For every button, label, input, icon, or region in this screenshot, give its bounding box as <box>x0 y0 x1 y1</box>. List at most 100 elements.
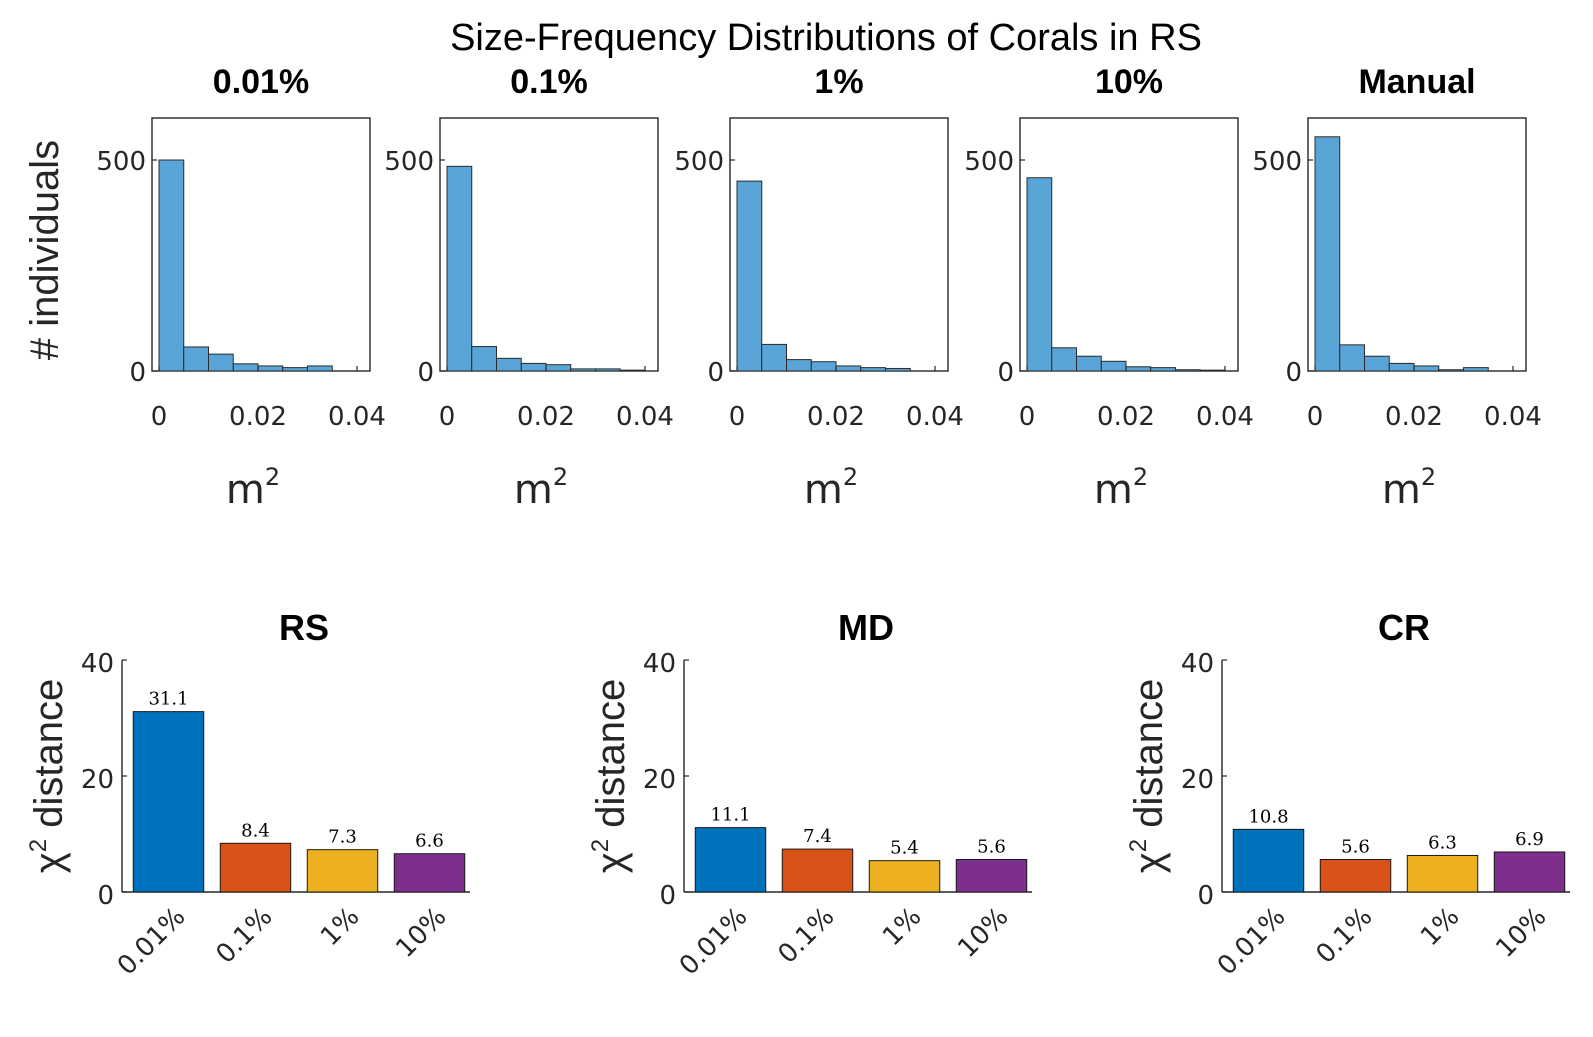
x-tick-label: 0.02 <box>229 402 287 432</box>
bar <box>1319 859 1392 893</box>
x-tick-label: 0.1% <box>1311 902 1379 970</box>
histogram-bar <box>1413 365 1440 372</box>
histogram-bar <box>1125 366 1152 372</box>
data-label: 6.6 <box>415 831 444 852</box>
bar <box>694 827 767 893</box>
x-axis-label-superscript: 2 <box>265 463 280 491</box>
data-label: 5.6 <box>1341 837 1370 858</box>
x-tick-label: 0.1% <box>211 902 279 970</box>
histogram-title: 1% <box>814 63 863 101</box>
bar <box>1493 851 1566 893</box>
histogram-bar <box>183 346 209 372</box>
histogram-title: Manual <box>1358 63 1475 101</box>
histogram-bar <box>208 353 234 372</box>
bar-chart-title: RS <box>279 607 329 648</box>
x-tick-label: 0.04 <box>1196 402 1254 432</box>
x-tick-label: 0.01% <box>1212 902 1292 982</box>
data-label: 5.6 <box>977 837 1006 858</box>
data-label: 7.4 <box>803 826 832 847</box>
x-tick-label: 10% <box>390 902 452 964</box>
x-tick-label: 1% <box>877 902 927 952</box>
histogram-bar <box>1051 347 1077 372</box>
histogram-bar <box>1076 355 1102 372</box>
histogram-bar <box>761 343 787 372</box>
x-tick-label: 0 <box>1019 402 1036 432</box>
bar <box>306 849 379 893</box>
histogram-bar <box>810 361 837 372</box>
x-tick-label: 0.01% <box>674 902 754 982</box>
histogram-bar <box>1388 362 1415 372</box>
histogram-panel: 0 500 0 0.02 0.04 10% m2 <box>964 63 1254 513</box>
y-axis-label: χ2 distance <box>25 679 71 873</box>
histogram-bar <box>1438 369 1464 372</box>
bar <box>1232 828 1305 893</box>
y-tick-label: 500 <box>96 147 146 177</box>
histogram-bar <box>570 368 596 372</box>
bar-chart-panel: 0 20 40 31.1 0.01% 8.4 0.1% 7.3 1% 6.6 10% RS χ2 dis… <box>25 607 470 981</box>
x-tick-label: 0.02 <box>1385 402 1443 432</box>
y-tick-label: 0 <box>417 358 434 388</box>
y-tick-label: 500 <box>674 147 724 177</box>
histogram-bar <box>860 367 886 372</box>
x-tick-label: 1% <box>315 902 365 952</box>
x-tick-label: 0.1% <box>773 902 841 970</box>
data-label: 31.1 <box>148 689 188 710</box>
histogram-bar <box>307 365 333 372</box>
histogram-bar <box>471 346 497 372</box>
y-tick-label: 20 <box>643 765 676 795</box>
y-tick-label: 20 <box>1181 765 1214 795</box>
bar <box>868 860 941 893</box>
histogram-bar <box>1150 367 1176 372</box>
x-tick-label: 0.04 <box>328 402 386 432</box>
figure-title: Size-Frequency Distributions of Corals i… <box>450 17 1202 59</box>
histogram-title: 0.1% <box>510 63 588 101</box>
x-axis-label-superscript: 2 <box>1421 463 1436 491</box>
x-tick-label: 0.04 <box>1484 402 1542 432</box>
data-label: 6.3 <box>1428 832 1457 853</box>
histogram-bar <box>520 362 547 372</box>
axis-box <box>729 117 949 372</box>
histogram-bar <box>257 365 284 372</box>
histogram-panel: 0 500 0 0.02 0.04 0.01% m2 # individuals <box>23 63 386 513</box>
bar <box>393 853 466 893</box>
histogram-bar <box>1026 177 1053 372</box>
y-axis-label-superscript: 2 <box>25 839 52 852</box>
histogram-bar <box>282 367 308 372</box>
histogram-bar <box>736 180 763 372</box>
data-label: 7.3 <box>328 827 357 848</box>
bar-chart-title: MD <box>838 607 894 648</box>
histogram-bar <box>595 368 621 372</box>
y-tick-label: 500 <box>1252 147 1302 177</box>
x-tick-label: 10% <box>952 902 1014 964</box>
histogram-bar <box>232 363 259 372</box>
axis-box <box>439 117 659 372</box>
y-tick-label: 0 <box>1285 358 1302 388</box>
y-tick-label: 500 <box>964 147 1014 177</box>
histogram-panel: 0 500 0 0.02 0.04 0.1% m2 <box>384 63 674 513</box>
y-axis-label-superscript: 2 <box>587 839 614 852</box>
histogram-bar <box>496 357 522 372</box>
data-label: 6.9 <box>1515 829 1544 850</box>
histogram-panel: 0 500 0 0.02 0.04 Manual m2 <box>1252 63 1542 513</box>
axis-box <box>1019 117 1239 372</box>
x-tick-label: 0 <box>151 402 168 432</box>
histogram-bar <box>1339 344 1365 372</box>
x-axis-label: m2 <box>804 463 858 513</box>
histogram-bar <box>1463 367 1489 372</box>
histogram-panel: 0 500 0 0.02 0.04 1% m2 <box>674 63 964 513</box>
y-axis-label-text: distance <box>27 679 71 839</box>
y-axis-label-symbol: χ <box>27 852 71 873</box>
y-axis-label: χ2 distance <box>1125 679 1171 873</box>
x-axis-label: m2 <box>226 463 280 513</box>
y-axis-label-symbol: χ <box>589 852 633 873</box>
histogram-bar <box>545 364 572 372</box>
y-tick-label: 0 <box>97 881 114 911</box>
histogram-bar <box>1314 136 1341 372</box>
x-tick-label: 0 <box>1307 402 1324 432</box>
x-tick-label: 0.04 <box>616 402 674 432</box>
histogram-bar <box>835 365 862 372</box>
y-tick-label: 40 <box>1181 649 1214 679</box>
x-tick-label: 10% <box>1490 902 1552 964</box>
bar-chart-title: CR <box>1378 607 1430 648</box>
